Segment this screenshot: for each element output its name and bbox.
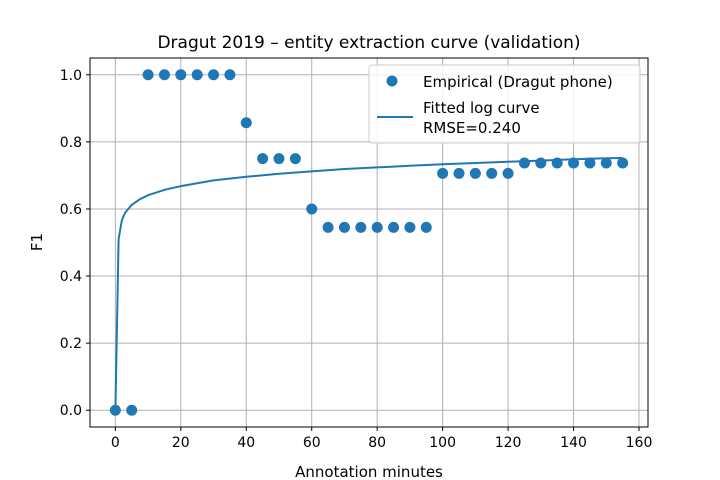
legend-marker-empirical: [386, 75, 398, 87]
empirical-point: [518, 157, 530, 169]
empirical-point: [371, 221, 383, 233]
empirical-point: [388, 221, 400, 233]
empirical-point: [257, 153, 269, 165]
empirical-point: [617, 157, 629, 169]
empirical-point: [208, 69, 220, 81]
y-tick-label: 0.8: [60, 135, 82, 151]
empirical-point: [158, 69, 170, 81]
empirical-point: [404, 221, 416, 233]
empirical-point: [420, 221, 432, 233]
empirical-point: [289, 153, 301, 165]
empirical-point: [502, 167, 514, 179]
y-tick-label: 0.0: [60, 403, 82, 419]
empirical-point: [175, 69, 187, 81]
x-tick-label: 60: [303, 435, 321, 451]
x-tick-label: 0: [111, 435, 120, 451]
fitted-log-curve: [114, 157, 623, 411]
empirical-points-layer: [109, 69, 629, 416]
empirical-point: [437, 167, 449, 179]
empirical-point: [486, 167, 498, 179]
legend: Empirical (Dragut phone) Fitted log curve…: [368, 64, 641, 144]
y-tick-label: 1.0: [60, 68, 82, 84]
empirical-point: [551, 157, 563, 169]
plot-frame: [89, 57, 649, 428]
empirical-point: [142, 69, 154, 81]
x-tick-label: 160: [626, 435, 653, 451]
y-tick-label: 0.6: [60, 202, 82, 218]
x-tick-label: 140: [560, 435, 587, 451]
empirical-point: [322, 221, 334, 233]
empirical-point: [600, 157, 612, 169]
legend-box: [368, 64, 641, 144]
legend-label-empirical: Empirical (Dragut phone): [423, 73, 613, 91]
x-tick-label: 80: [368, 435, 386, 451]
y-tick-label: 0.4: [60, 269, 82, 285]
y-tick-label: 0.2: [60, 336, 82, 352]
empirical-point: [240, 117, 252, 129]
axis-ticks: 0 20 40 60 80 100 120 140 160 0.0 0.2 0.4 0.6 0.8 1.0: [60, 68, 653, 451]
chart-title: Dragut 2019 – entity extraction curve (v…: [157, 33, 580, 53]
empirical-point: [306, 203, 318, 215]
empirical-point: [568, 157, 580, 169]
empirical-point: [584, 157, 596, 169]
empirical-point: [191, 69, 203, 81]
empirical-point: [273, 153, 285, 165]
fitted-curve-layer: [114, 157, 623, 411]
x-tick-label: 120: [495, 435, 522, 451]
x-axis-label: Annotation minutes: [295, 463, 443, 480]
empirical-point: [126, 404, 138, 416]
x-tick-label: 40: [237, 435, 255, 451]
empirical-point: [224, 69, 236, 81]
empirical-point: [355, 221, 367, 233]
empirical-point: [338, 221, 350, 233]
empirical-point: [109, 404, 121, 416]
empirical-point: [535, 157, 547, 169]
empirical-point: [469, 167, 481, 179]
y-axis-label: F1: [28, 233, 46, 251]
empirical-point: [453, 167, 465, 179]
x-tick-label: 20: [172, 435, 190, 451]
x-tick-label: 100: [429, 435, 456, 451]
legend-label-fitted: Fitted log curve RMSE=0.240: [423, 99, 540, 137]
